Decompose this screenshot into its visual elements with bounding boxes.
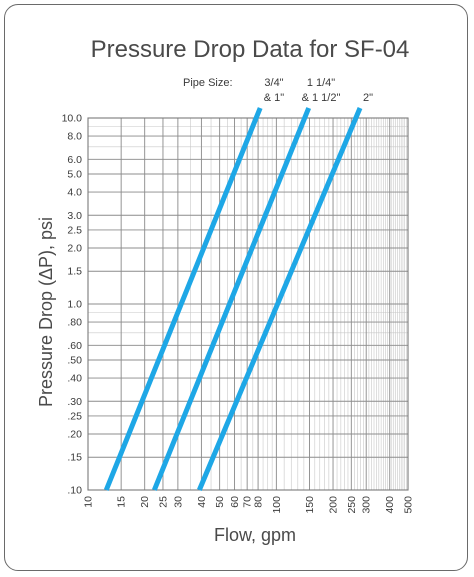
y-tick-label: 3.0: [67, 210, 82, 222]
x-tick-label: 150: [304, 496, 316, 514]
x-tick-label: 10: [83, 496, 95, 508]
y-tick-label: .60: [67, 340, 82, 352]
x-tick-label: 70: [242, 496, 254, 508]
chart-title: Pressure Drop Data for SF-04: [91, 36, 410, 63]
pipe-size-legend: Pipe Size: 3/4" & 1" 1 1/4" & 1 1/2" 2": [183, 77, 373, 104]
x-tick-label: 30: [172, 496, 184, 508]
x-tick-label: 500: [403, 496, 415, 514]
x-tick-label: 400: [384, 496, 396, 514]
plot-border: [87, 117, 409, 491]
y-tick-label: .40: [67, 373, 82, 385]
y-tick-label: 1.5: [67, 266, 82, 278]
y-tick-label: 2.5: [67, 224, 82, 236]
y-tick-label: 4.0: [67, 187, 82, 199]
y-tick-label: .15: [67, 452, 82, 464]
y-tick-label: 10.0: [62, 113, 83, 125]
series-label-1: 3/4": [264, 77, 283, 89]
series-lines: [103, 107, 363, 491]
y-tick-label: 6.0: [67, 154, 82, 166]
series-label-2: & 1 1/2": [302, 92, 341, 104]
y-tick-label: .50: [67, 354, 82, 366]
x-tick-label: 40: [196, 496, 208, 508]
chart-frame: [4, 4, 468, 571]
y-tick-label: .10: [67, 485, 82, 497]
series-label-2: 1 1/4": [307, 77, 335, 89]
series-line-2: [152, 107, 312, 491]
y-axis-label: Pressure Drop (ΔP), psi: [36, 217, 56, 407]
x-tick-label: 50: [214, 496, 226, 508]
x-tick-label: 25: [157, 496, 169, 508]
x-tick-label: 200: [328, 496, 340, 514]
x-tick-label: 20: [139, 496, 151, 508]
series-line-3: [197, 107, 363, 491]
y-tick-label: .25: [67, 410, 82, 422]
y-tick-label: .20: [67, 429, 82, 441]
chart-grid: [87, 117, 409, 491]
x-tick-label: 100: [271, 496, 283, 514]
series-label-3: 2": [363, 92, 373, 104]
x-tick-label: 250: [346, 496, 358, 514]
legend-title: Pipe Size:: [183, 77, 233, 89]
y-tick-label: 1.0: [67, 299, 82, 311]
x-axis-label: Flow, gpm: [214, 525, 296, 545]
series-label-1: & 1": [264, 92, 285, 104]
x-tick-label: 15: [116, 496, 128, 508]
y-axis-ticks: .10 .15 .20 .25 .30 .40 .50 .60 .80 1.0 1.5 2.0 2.5 3…: [62, 113, 83, 497]
y-tick-label: 5.0: [67, 168, 82, 180]
x-tick-label: 300: [361, 496, 373, 514]
y-tick-label: 2.0: [67, 243, 82, 255]
series-line-1: [103, 107, 263, 491]
x-tick-label: 60: [229, 496, 241, 508]
x-tick-label: 80: [253, 496, 265, 508]
y-tick-label: .30: [67, 396, 82, 408]
y-tick-label: .80: [67, 317, 82, 329]
y-tick-label: 8.0: [67, 131, 82, 143]
